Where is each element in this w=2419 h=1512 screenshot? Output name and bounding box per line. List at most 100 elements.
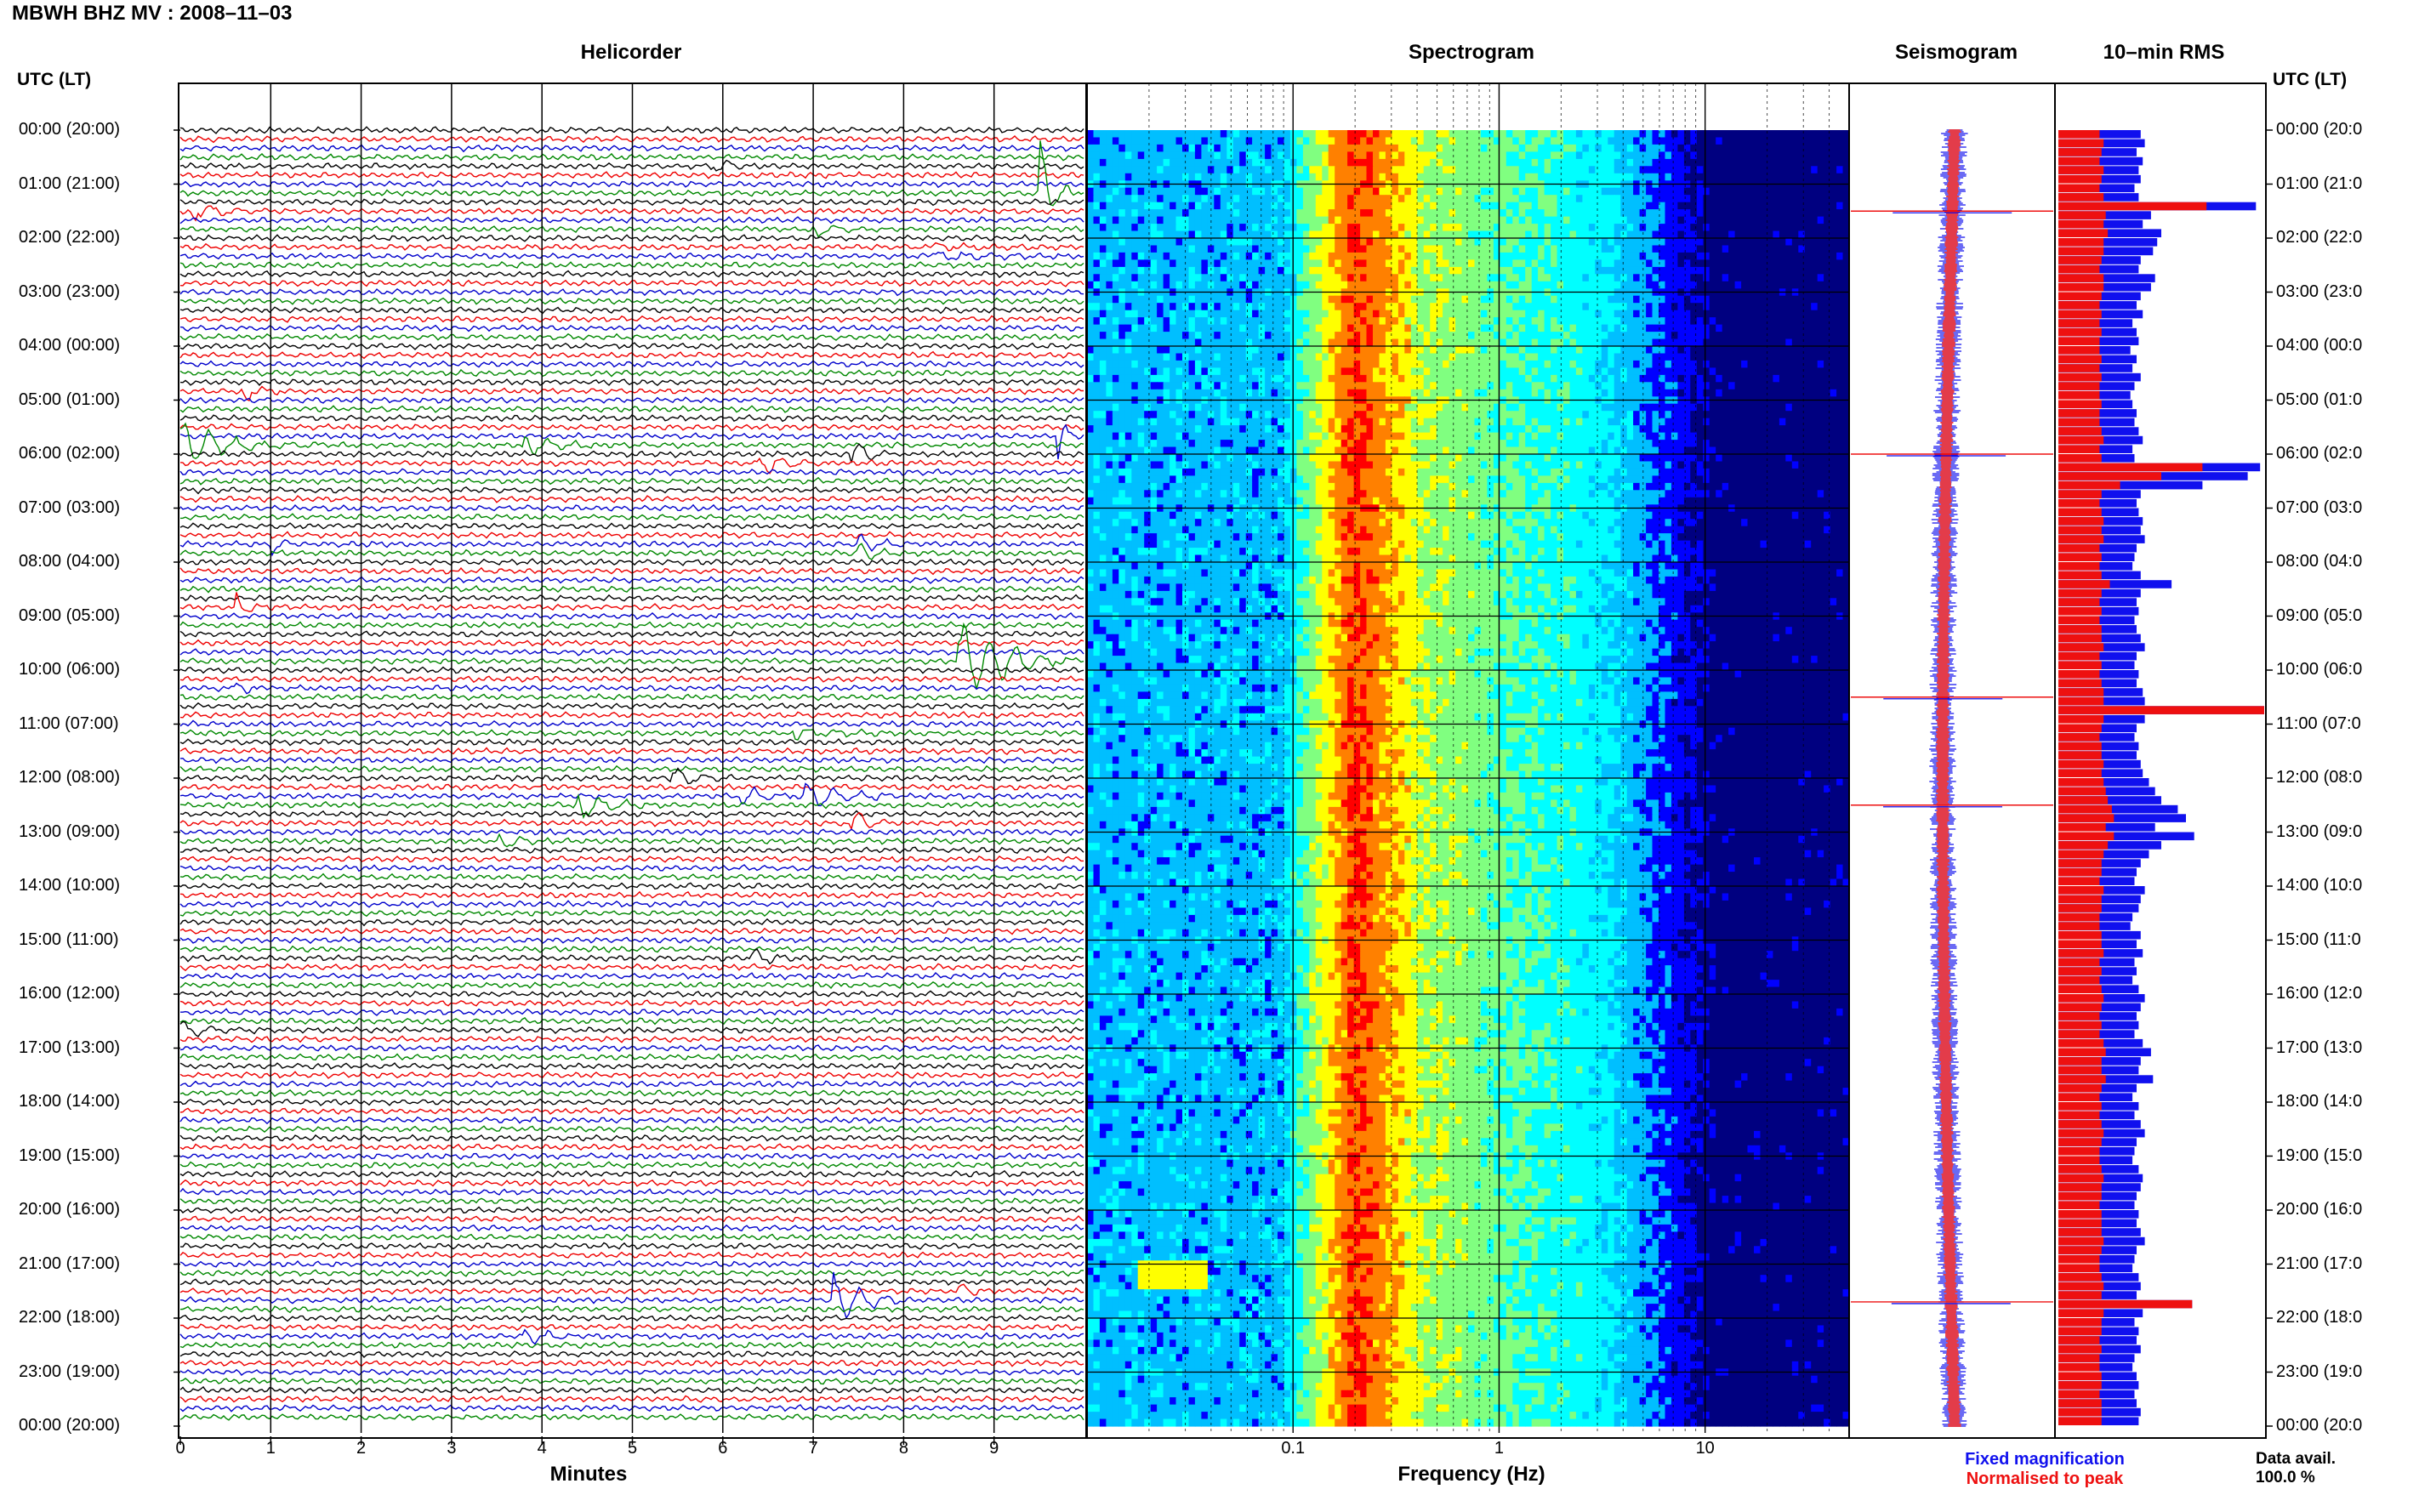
spectrogram-cell xyxy=(1303,166,1310,173)
spectrogram-cell xyxy=(1265,151,1272,159)
spectrogram-cell xyxy=(1468,159,1475,167)
spectrogram-cell xyxy=(1570,159,1577,167)
spectrogram-cell xyxy=(1252,145,1259,152)
spectrogram-cell xyxy=(1201,202,1208,210)
spectrogram-cell xyxy=(1189,202,1196,210)
spectrogram-cell xyxy=(1716,151,1722,159)
spectrogram-cell xyxy=(1767,166,1773,173)
spectrogram-cell xyxy=(1106,188,1113,196)
spectrogram-cell xyxy=(1404,130,1411,138)
spectrogram-cell xyxy=(1296,195,1303,202)
spectrogram-cell xyxy=(1589,188,1596,196)
spectrogram-cell xyxy=(1773,166,1779,173)
spectrogram-cell xyxy=(1811,159,1818,167)
spectrogram-cell xyxy=(1538,202,1545,210)
spectrogram-cell xyxy=(1512,151,1519,159)
spectrogram-cell xyxy=(1716,166,1722,173)
spectrogram-cell xyxy=(1735,159,1742,167)
spectrogram-cell xyxy=(1239,202,1246,210)
spectrogram-cell xyxy=(1557,145,1564,152)
spectrogram-cell xyxy=(1449,130,1456,138)
spectrogram-cell xyxy=(1380,195,1386,202)
spectrogram-cell xyxy=(1246,188,1253,196)
spectrogram-cell xyxy=(1532,138,1539,145)
spectrogram-cell xyxy=(1710,173,1716,181)
spectrogram-cell xyxy=(1627,159,1634,167)
spectrogram-cell xyxy=(1417,195,1424,202)
spectrogram-cell xyxy=(1322,173,1329,181)
spectrogram-cell xyxy=(1246,166,1253,173)
spectrogram-cell xyxy=(1595,173,1602,181)
spectrogram-cell xyxy=(1424,166,1431,173)
spectrogram-cell xyxy=(1118,188,1125,196)
spectrogram-cell xyxy=(1614,130,1621,138)
spectrogram-cell xyxy=(1830,151,1837,159)
spectrogram-cell xyxy=(1239,159,1246,167)
spectrogram-cell xyxy=(1475,195,1482,202)
spectrogram-cell xyxy=(1360,138,1367,145)
spectrogram-cell xyxy=(1665,202,1672,210)
spectrogram-cell xyxy=(1290,166,1297,173)
spectrogram-cell xyxy=(1589,159,1596,167)
spectrogram-cell xyxy=(1551,173,1557,181)
spectrogram-cell xyxy=(1836,138,1843,145)
spectrogram-cell xyxy=(1233,202,1240,210)
spectrogram-cell xyxy=(1767,159,1773,167)
spectrogram-cell xyxy=(1157,130,1164,138)
spectrogram-cell xyxy=(1519,138,1526,145)
spectrogram-cell xyxy=(1290,173,1297,181)
spectrogram-cell xyxy=(1265,202,1272,210)
spectrogram-cell xyxy=(1608,195,1614,202)
spectrogram-cell xyxy=(1316,166,1323,173)
spectrogram-cell xyxy=(1335,202,1341,210)
spectrogram-cell xyxy=(1087,138,1094,145)
spectrogram-cell xyxy=(1481,130,1488,138)
spectrogram-cell xyxy=(1309,166,1316,173)
spectrogram-cell xyxy=(1773,145,1779,152)
spectrogram-cell xyxy=(1151,159,1158,167)
spectrogram-cell xyxy=(1716,188,1722,196)
spectrogram-cell xyxy=(1722,151,1729,159)
spectrogram-cell xyxy=(1525,188,1532,196)
spectrogram-cell xyxy=(1367,159,1374,167)
spectrogram-cell xyxy=(1094,195,1101,202)
spectrogram-cell xyxy=(1570,195,1577,202)
spectrogram-cell xyxy=(1227,173,1233,181)
spectrogram-cell xyxy=(1106,202,1113,210)
spectrogram-cell xyxy=(1525,202,1532,210)
spectrogram-cell xyxy=(1500,202,1506,210)
spectrogram-cell xyxy=(1404,159,1411,167)
spectrogram-cell xyxy=(1697,130,1704,138)
spectrogram-cell xyxy=(1322,202,1329,210)
spectrogram-cell xyxy=(1722,188,1729,196)
spectrogram-cell xyxy=(1290,202,1297,210)
spectrogram-cell xyxy=(1360,202,1367,210)
spectrogram-cell xyxy=(1735,195,1742,202)
spectrogram-cell xyxy=(1576,173,1583,181)
spectrogram-cell xyxy=(1728,195,1735,202)
spectrogram-cell xyxy=(1475,188,1482,196)
spectrogram-cell xyxy=(1576,195,1583,202)
spectrogram-cell xyxy=(1475,173,1482,181)
spectrogram-cell xyxy=(1792,130,1799,138)
spectrogram-cell xyxy=(1259,151,1266,159)
spectrogram-cell xyxy=(1443,166,1449,173)
spectrogram-cell xyxy=(1284,195,1291,202)
spectrogram-cell xyxy=(1602,145,1608,152)
spectrogram-cell xyxy=(1512,173,1519,181)
spectrogram-cell xyxy=(1176,138,1183,145)
spectrogram-cell xyxy=(1144,195,1151,202)
spectrogram-cell xyxy=(1697,195,1704,202)
spectrogram-cell xyxy=(1761,195,1767,202)
spectrogram-cell xyxy=(1506,145,1513,152)
spectrogram-cell xyxy=(1468,195,1475,202)
spectrogram-cell xyxy=(1576,151,1583,159)
spectrogram-cell xyxy=(1195,130,1202,138)
spectrogram-cell xyxy=(1201,138,1208,145)
spectrogram-cell xyxy=(1805,159,1812,167)
spectrogram-cell xyxy=(1646,173,1653,181)
spectrogram-cell xyxy=(1144,159,1151,167)
spectrogram-cell xyxy=(1449,138,1456,145)
spectrogram-cell xyxy=(1380,151,1386,159)
spectrogram-cell xyxy=(1252,159,1259,167)
